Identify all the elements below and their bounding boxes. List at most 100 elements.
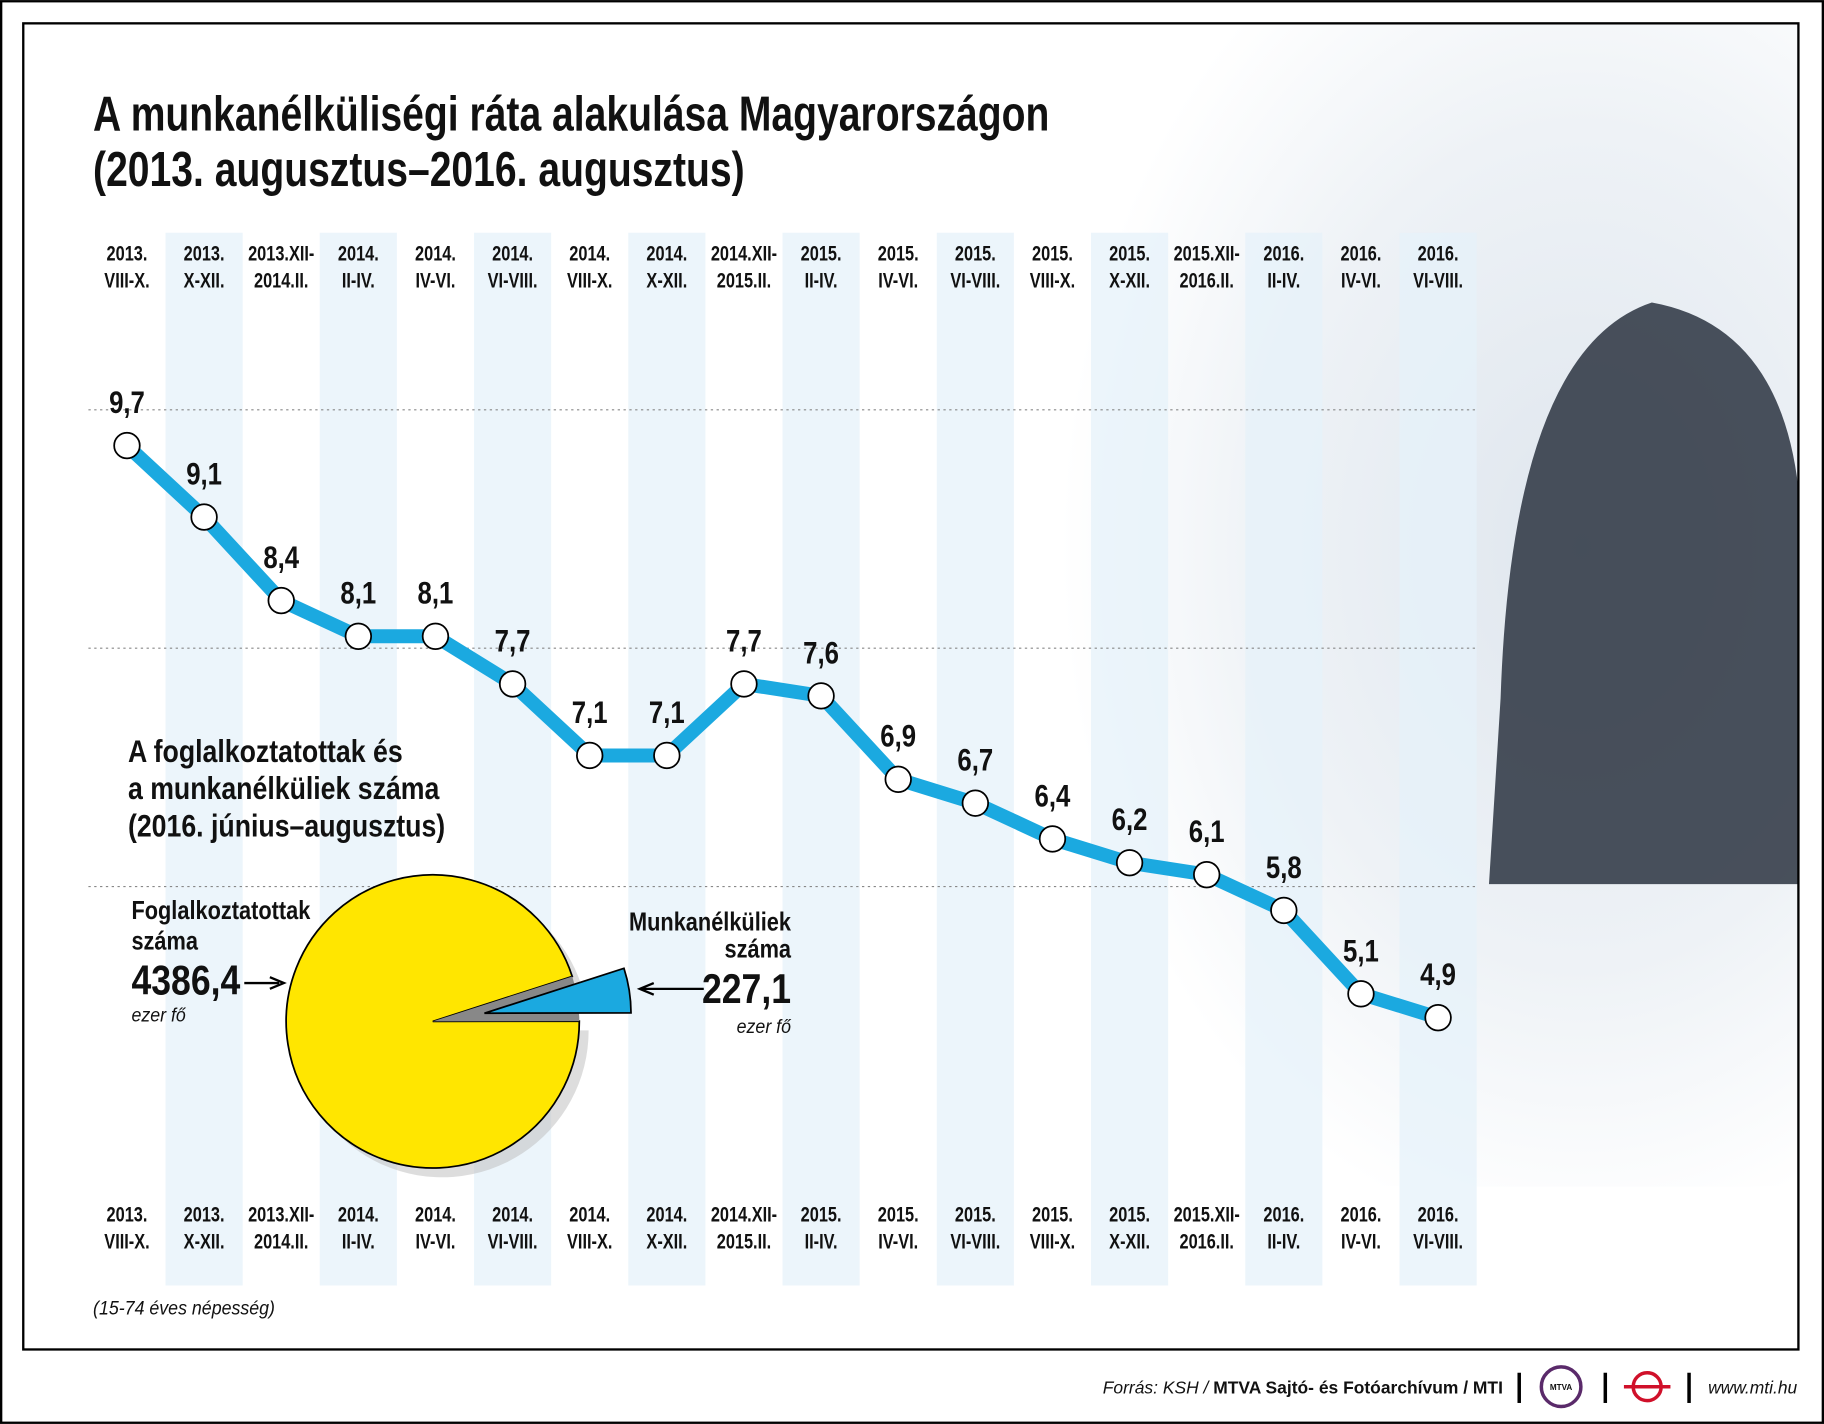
x-tick-label-bottom: 2015. VIII-X. xyxy=(1030,1203,1075,1253)
value-label: 7,6 xyxy=(803,636,839,671)
pie-value-label: 227,1 xyxy=(702,966,791,1012)
point xyxy=(113,431,141,460)
pie-unit: ezer fő xyxy=(131,1004,186,1026)
pie-slice xyxy=(285,874,581,1169)
x-tick-label-top: 2014. IV-VI. xyxy=(415,242,456,292)
x-tick-label-bottom: 2014.XII-2015.II. xyxy=(711,1203,777,1253)
point xyxy=(653,741,681,770)
x-tick-label-bottom: 2013.XII-2014.II. xyxy=(248,1203,314,1253)
x-tick-label-bottom: 2015. X-XII. xyxy=(1109,1203,1150,1253)
x-tick-label-bottom: 2015. VI-VIII. xyxy=(950,1203,1000,1253)
x-tick-label-top: 2014. II-IV. xyxy=(338,242,379,292)
point xyxy=(1270,896,1298,925)
pie-title: A foglalkoztatottak és a munkanélküliek s… xyxy=(128,735,445,844)
value-label: 6,9 xyxy=(880,719,916,754)
x-tick-label-bottom: 2015. IV-VI. xyxy=(878,1203,919,1253)
x-tick-label-top: 2015. II-IV. xyxy=(801,242,842,292)
column-stripe xyxy=(782,232,860,1286)
value-label: 7,7 xyxy=(726,624,762,659)
value-label: 9,7 xyxy=(109,386,145,421)
point xyxy=(884,765,912,793)
x-tick-label-top: 2014. VI-VIII. xyxy=(488,242,538,292)
column-stripe xyxy=(1245,232,1323,1286)
x-tick-label-bottom: 2016. VI-VIII. xyxy=(1413,1203,1463,1253)
person-silhouette xyxy=(1488,302,1799,885)
x-tick-label-top: 2014.XII-2015.II. xyxy=(711,242,777,292)
x-tick-label-top: 2013.XII-2014.II. xyxy=(248,242,314,292)
arrow xyxy=(636,981,704,996)
value-label: 9,1 xyxy=(186,457,222,492)
point xyxy=(267,586,295,615)
value-label: 8,1 xyxy=(340,576,376,611)
source-name: MTVA Sajtó- és Fotóarchívum / MTI xyxy=(1213,1378,1503,1398)
value-label: 6,2 xyxy=(1112,803,1148,838)
value-label: 6,1 xyxy=(1189,815,1225,850)
x-tick-label-bottom: 2014. II-IV. xyxy=(338,1203,379,1253)
pie-category-label: Munkanélküliek száma xyxy=(629,908,792,964)
column-stripe xyxy=(1091,232,1169,1286)
x-tick-label-bottom: 2015. II-IV. xyxy=(801,1203,842,1253)
x-tick-label-top: 2015. VIII-X. xyxy=(1030,242,1075,292)
x-tick-label-bottom: 2016. IV-VI. xyxy=(1341,1203,1382,1253)
point xyxy=(498,670,527,698)
point xyxy=(807,682,835,710)
inner-frame xyxy=(22,22,1800,1351)
source: Forrás: KSH / MTVA Sajtó- és Fotóarchívu… xyxy=(1103,1378,1503,1398)
pie-slice xyxy=(484,967,632,1015)
x-tick-label-top: 2015. IV-VI. xyxy=(878,242,919,292)
point xyxy=(1115,849,1144,877)
point xyxy=(730,670,758,698)
value-label: 7,1 xyxy=(572,696,608,731)
x-tick-label-top: 2014. VIII-X. xyxy=(567,242,612,292)
point xyxy=(961,789,990,817)
note: (15-74 éves népesség) xyxy=(93,1297,275,1319)
chart-title: A munkanélküliségi ráta alakulása Magyar… xyxy=(93,87,1049,197)
x-tick-label-top: 2016. VI-VIII. xyxy=(1413,242,1463,292)
point xyxy=(1347,980,1375,1008)
point xyxy=(421,622,450,650)
column-stripe xyxy=(165,232,243,1286)
x-tick-label-top: 2015. VI-VIII. xyxy=(950,242,1000,292)
point xyxy=(1038,825,1067,853)
point xyxy=(576,741,604,770)
pie-unit: ezer fő xyxy=(737,1015,792,1037)
x-tick-label-bottom: 2016. II-IV. xyxy=(1263,1203,1304,1253)
line xyxy=(122,440,1441,1025)
value-label: 4,9 xyxy=(1420,958,1456,993)
x-tick-label-top: 2013. X-XII. xyxy=(184,242,225,292)
url: www.mti.hu xyxy=(1708,1378,1797,1398)
x-tick-label-bottom: 2015.XII-2016.II. xyxy=(1174,1203,1240,1253)
x-tick-label-bottom: 2013. X-XII. xyxy=(184,1203,225,1253)
value-label: 7,1 xyxy=(649,696,685,731)
value-label: 6,4 xyxy=(1035,779,1071,814)
x-tick-label-top: 2015.XII-2016.II. xyxy=(1174,242,1240,292)
x-tick-label-top: 2016. IV-VI. xyxy=(1341,242,1382,292)
x-tick-label-bottom: 2014. VI-VIII. xyxy=(488,1203,538,1253)
value-label: 7,7 xyxy=(495,624,531,659)
arrow xyxy=(244,976,287,990)
point xyxy=(344,622,373,650)
x-tick-label-bottom: 2014. X-XII. xyxy=(646,1203,687,1253)
source-prefix: Forrás: KSH / xyxy=(1103,1378,1211,1398)
value-label: 8,4 xyxy=(263,541,299,576)
column-stripe xyxy=(936,232,1014,1286)
x-tick-label-top: 2013. VIII-X. xyxy=(104,242,149,292)
x-tick-label-bottom: 2014. VIII-X. xyxy=(567,1203,612,1253)
x-tick-label-bottom: 2014. IV-VI. xyxy=(415,1203,456,1253)
value-label: 6,7 xyxy=(957,743,993,778)
value-label: 8,1 xyxy=(418,576,454,611)
point xyxy=(1424,1004,1452,1032)
point xyxy=(1193,860,1221,889)
column-stripe xyxy=(1399,232,1477,1286)
value-label: 5,1 xyxy=(1343,934,1379,969)
value-label: 5,8 xyxy=(1266,851,1302,886)
pie-category-label: Foglalkoztatottak száma xyxy=(131,896,311,955)
x-tick-label-top: 2015. X-XII. xyxy=(1109,242,1150,292)
x-tick-label-top: 2014. X-XII. xyxy=(646,242,687,292)
logo: MTVA xyxy=(1550,1383,1573,1392)
point xyxy=(190,503,218,531)
logo-ring xyxy=(1539,1365,1583,1409)
pie-value-label: 4386,4 xyxy=(131,958,240,1004)
x-tick-label-top: 2016. II-IV. xyxy=(1263,242,1304,292)
